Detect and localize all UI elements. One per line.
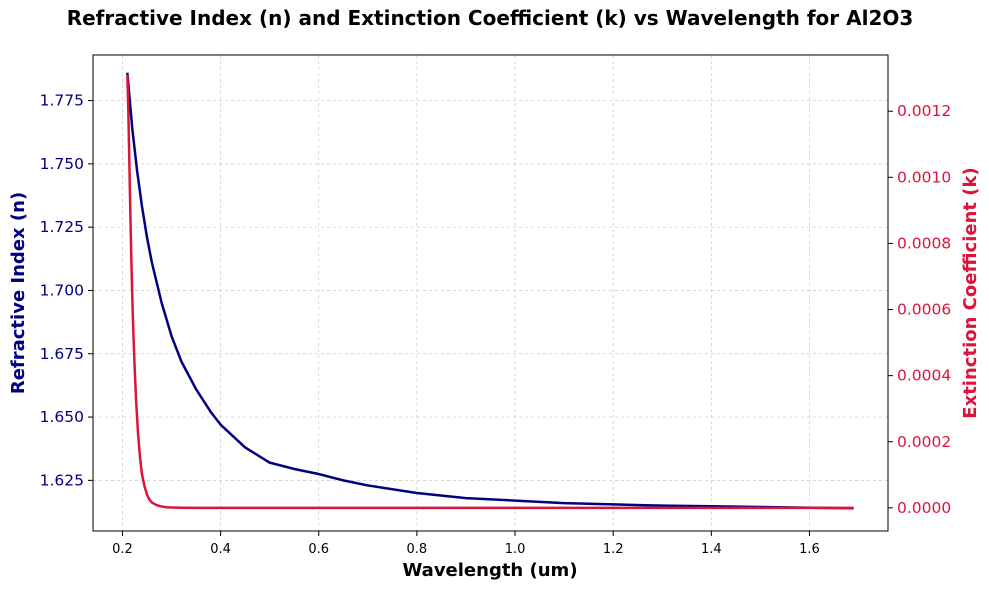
x-tick-label: 0.6 <box>308 542 329 557</box>
right-tick-label: 0.0012 <box>897 102 951 120</box>
right-tick-label: 0.0002 <box>897 433 951 451</box>
right-tick-label: 0.0008 <box>897 234 951 252</box>
x-axis-label: Wavelength (um) <box>402 560 577 581</box>
x-axis-ticks: 0.2 0.4 0.6 0.8 1.0 1.2 1.4 1.6 <box>112 531 820 557</box>
right-axis-label: Extinction Coefficient (k) <box>960 167 981 418</box>
left-tick-label: 1.725 <box>40 218 84 236</box>
right-tick-label: 0.0010 <box>897 168 951 186</box>
series-line-n <box>126 72 854 510</box>
left-tick-label: 1.750 <box>40 155 84 173</box>
x-tick-label: 0.8 <box>407 542 428 557</box>
right-tick-label: 0.0000 <box>897 499 951 517</box>
plot-frame <box>92 54 889 532</box>
left-tick-label: 1.775 <box>40 92 84 110</box>
series-line-k <box>126 74 854 510</box>
left-axis-ticks: 1.625 1.650 1.675 1.700 1.725 1.750 1.775 <box>40 92 93 489</box>
right-tick-label: 0.0004 <box>897 367 951 385</box>
chart-title: Refractive Index (n) and Extinction Coef… <box>67 6 914 30</box>
x-tick-label: 1.4 <box>701 542 722 557</box>
right-axis-ticks: 0.0000 0.0002 0.0004 0.0006 0.0008 0.0010 0.00… <box>888 102 951 517</box>
left-tick-label: 1.625 <box>40 471 84 489</box>
x-tick-label: 0.4 <box>210 542 231 557</box>
left-axis-label: Refractive Index (n) <box>8 192 29 394</box>
x-tick-label: 0.2 <box>112 542 133 557</box>
left-tick-label: 1.675 <box>40 345 84 363</box>
right-tick-label: 0.0006 <box>897 301 951 319</box>
x-tick-label: 1.0 <box>505 542 526 557</box>
series-layer <box>126 72 854 510</box>
left-tick-label: 1.650 <box>40 408 84 426</box>
grid-layer <box>93 55 888 531</box>
x-tick-label: 1.2 <box>603 542 624 557</box>
left-tick-label: 1.700 <box>40 281 84 299</box>
x-tick-label: 1.6 <box>799 542 820 557</box>
